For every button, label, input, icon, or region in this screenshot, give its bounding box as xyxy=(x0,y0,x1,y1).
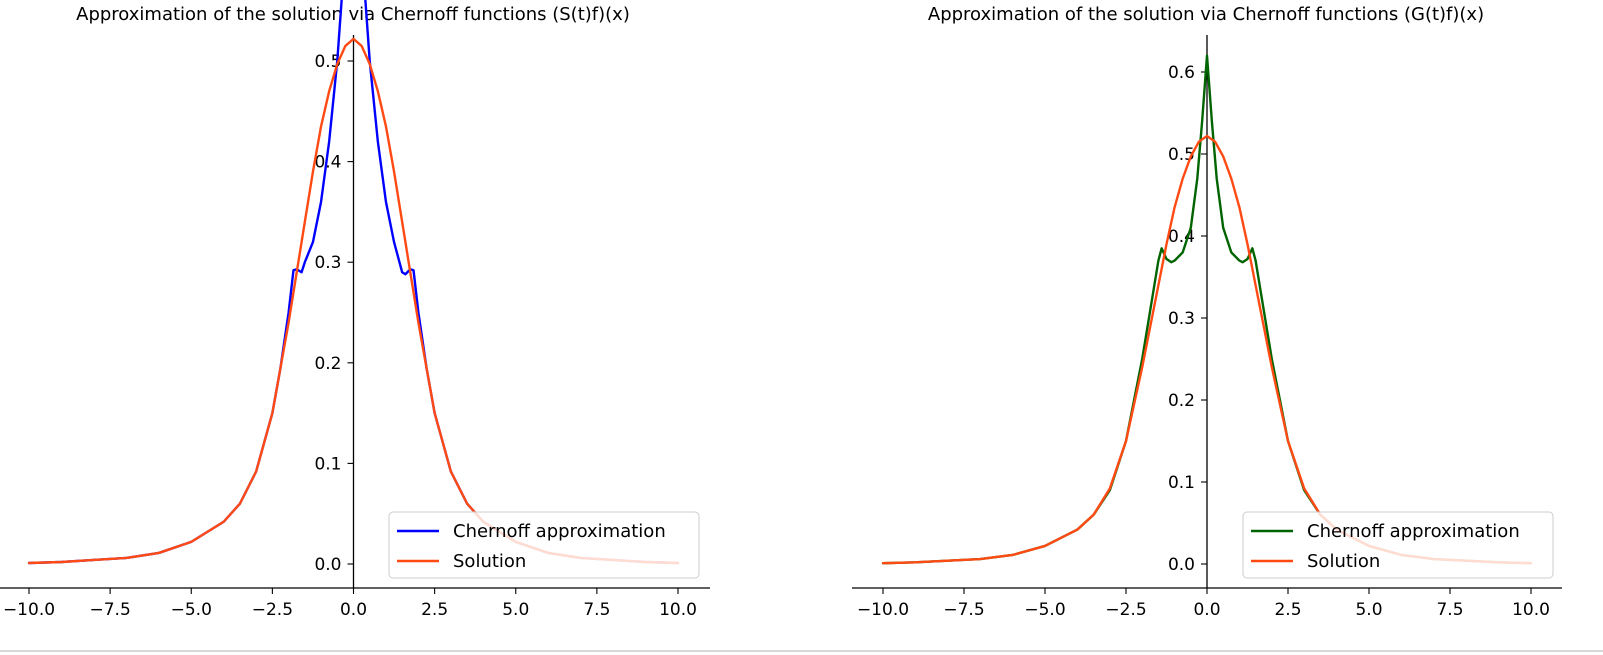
x-tick-label: 7.5 xyxy=(583,600,610,620)
y-tick-label: 0.1 xyxy=(314,454,341,474)
legend-label: Solution xyxy=(453,551,526,572)
x-tick-label: −5.0 xyxy=(171,600,212,620)
legend-box xyxy=(1242,511,1554,579)
x-tick-label: 0.0 xyxy=(1193,600,1220,620)
y-tick-label: 0.3 xyxy=(314,253,341,273)
y-tick-label: 0.1 xyxy=(1168,473,1195,493)
chart-title: Approximation of the solution via Cherno… xyxy=(928,4,1484,25)
x-tick-label: 7.5 xyxy=(1436,600,1463,620)
y-tick-label: 0.5 xyxy=(314,52,341,72)
chart-panel-2: Approximation of the solution via Cherno… xyxy=(852,4,1562,620)
legend: Chernoff approximation Solution xyxy=(1242,511,1554,579)
x-tick-label: −2.5 xyxy=(252,600,293,620)
x-tick-label: 2.5 xyxy=(421,600,448,620)
y-tick-label: 0.0 xyxy=(1168,555,1195,575)
x-tick-label: 0.0 xyxy=(340,600,367,620)
y-tick-label: 0.0 xyxy=(314,555,341,575)
chart-title: Approximation of the solution via Cherno… xyxy=(76,4,630,25)
x-tick-label: 2.5 xyxy=(1274,600,1301,620)
x-tick-label: −2.5 xyxy=(1105,600,1146,620)
x-tick-label: −7.5 xyxy=(89,600,130,620)
y-tick-label: 0.2 xyxy=(1168,391,1195,411)
bottom-rule xyxy=(0,650,1603,652)
legend-box xyxy=(388,511,700,579)
y-tick-label: 0.4 xyxy=(314,153,341,173)
x-tick-label: 5.0 xyxy=(502,600,529,620)
y-tick-label: 0.2 xyxy=(314,354,341,374)
legend-label: Chernoff approximation xyxy=(1307,521,1520,542)
x-tick-label: −7.5 xyxy=(943,600,984,620)
chart-panel-1: Approximation of the solution via Cherno… xyxy=(0,0,710,620)
y-tick-label: 0.3 xyxy=(1168,309,1195,329)
legend: Chernoff approximation Solution xyxy=(388,511,700,579)
x-tick-label: 10.0 xyxy=(659,600,697,620)
x-tick-label: −5.0 xyxy=(1024,600,1065,620)
x-tick-label: −10.0 xyxy=(857,600,909,620)
x-tick-label: −10.0 xyxy=(3,600,55,620)
legend-label: Solution xyxy=(1307,551,1380,572)
legend-label: Chernoff approximation xyxy=(453,521,666,542)
y-tick-label: 0.6 xyxy=(1168,63,1195,83)
x-tick-label: 10.0 xyxy=(1512,600,1550,620)
x-tick-label: 5.0 xyxy=(1355,600,1382,620)
